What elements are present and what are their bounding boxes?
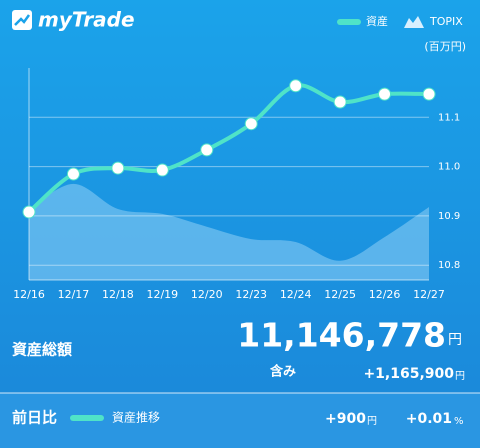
x-tick-label: 12/20 <box>191 288 223 301</box>
x-tick-label: 12/18 <box>102 288 134 301</box>
x-tick-label: 12/25 <box>324 288 356 301</box>
asset-point <box>333 95 347 109</box>
gain-value: +1,165,900 <box>363 366 454 382</box>
asset-line <box>27 83 431 214</box>
legend-swatch <box>404 16 424 28</box>
asset-point <box>422 87 436 101</box>
legend-swatch <box>337 19 361 25</box>
legend-label: TOPIX <box>429 15 463 28</box>
gain-unit: 円 <box>455 371 465 382</box>
unit-label: (百万円) <box>424 40 466 53</box>
x-tick-label: 12/16 <box>13 288 45 301</box>
total-label: 資産総額 <box>12 341 72 359</box>
topix-area <box>29 183 429 280</box>
x-tick-label: 12/19 <box>146 288 178 301</box>
y-tick-label: 11.1 <box>438 112 460 123</box>
gain-label: 含み <box>269 364 296 380</box>
total-unit: 円 <box>448 332 462 348</box>
x-tick-label: 12/27 <box>413 288 445 301</box>
asset-point <box>111 161 125 175</box>
daily-legend: 資産推移 <box>112 410 160 425</box>
daily-change-unit: 円 <box>367 416 377 427</box>
y-tick-label: 10.9 <box>438 211 460 222</box>
daily-percent: +0.01 <box>406 411 452 427</box>
x-tick-label: 12/17 <box>58 288 90 301</box>
daily-swatch <box>70 415 104 421</box>
daily-percent-unit: % <box>454 416 464 427</box>
y-tick-label: 10.8 <box>438 260 460 271</box>
plot: 10.8 10.9 11.0 11.1 12/16 12/17 12/18 12/19 12/2… <box>13 68 460 301</box>
legend-label: 資産 <box>366 15 388 28</box>
daily-change: +900 <box>325 411 366 427</box>
asset-point <box>155 163 169 177</box>
asset-point <box>289 79 303 93</box>
total-value: 11,146,778 <box>237 316 446 355</box>
x-tick-label: 12/23 <box>235 288 267 301</box>
asset-point <box>244 117 258 131</box>
x-tick-label: 12/26 <box>369 288 401 301</box>
y-tick-label: 11.0 <box>438 162 460 173</box>
logo: myTrade <box>38 8 135 32</box>
logo-icon <box>12 10 32 30</box>
asset-point <box>378 87 392 101</box>
x-tick-label: 12/24 <box>280 288 312 301</box>
asset-point <box>66 167 80 181</box>
daily-label: 前日比 <box>12 409 57 427</box>
asset-point <box>200 143 214 157</box>
asset-point <box>22 205 36 219</box>
